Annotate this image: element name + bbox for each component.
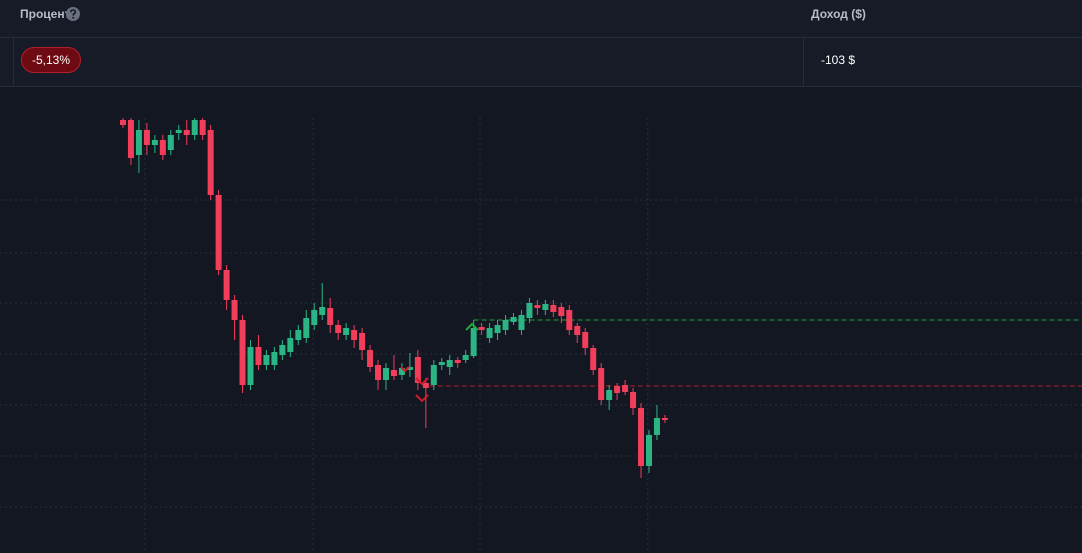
candle-body (494, 325, 501, 333)
candle-body (574, 326, 581, 335)
candle-body (614, 386, 621, 393)
candle-body (255, 347, 262, 365)
candle-body (390, 370, 397, 376)
candle-body (446, 360, 453, 367)
candle-body (558, 307, 565, 316)
candle-body (502, 320, 509, 330)
candle-body (462, 355, 469, 360)
candle-body (247, 347, 254, 385)
candle-body (191, 120, 198, 135)
candle-body (343, 328, 350, 335)
candle-body (510, 317, 517, 322)
candle-body (590, 348, 597, 370)
candle-body (606, 390, 613, 400)
candle-body (470, 328, 477, 356)
candle-body (303, 318, 310, 338)
candle-body (223, 270, 230, 300)
candle-body (542, 304, 549, 310)
candle-body (311, 310, 318, 325)
candle-body (478, 327, 485, 330)
candle-body (295, 330, 302, 340)
candle-body (119, 120, 126, 125)
candle-body (159, 140, 166, 155)
candle-body (582, 332, 589, 348)
candle-body (359, 333, 366, 350)
candle-body (167, 135, 174, 150)
candle-body (622, 385, 629, 392)
candle-body (438, 362, 445, 365)
candle-body (175, 130, 182, 133)
candle-body (486, 328, 493, 338)
candle-body (319, 307, 326, 315)
candle-body (279, 345, 286, 355)
candle-body (422, 383, 429, 388)
candle-body (151, 140, 158, 145)
income-value: -103 $ (821, 53, 856, 67)
candle-body (534, 305, 541, 308)
candle-body (215, 195, 222, 270)
candle-body (351, 330, 358, 340)
help-icon[interactable] (66, 7, 80, 21)
candle-body (263, 355, 270, 365)
candle-body (653, 418, 660, 435)
candle-body (638, 408, 645, 466)
candle-body (526, 303, 533, 318)
candle-body (566, 310, 573, 330)
candle-body (398, 368, 405, 375)
candle-body (127, 120, 134, 158)
candle-body (287, 338, 294, 352)
candle-body (135, 130, 142, 155)
table-header: Процент Доход ($) (0, 0, 1082, 38)
percent-badge: -5,13% (21, 47, 82, 73)
table-row: -5,13% -103 $ (0, 38, 1082, 87)
candle-body (518, 315, 525, 330)
candle-body (430, 365, 437, 385)
candle-body (630, 392, 637, 408)
candle-body (367, 350, 374, 367)
candle-body (271, 352, 278, 365)
candle-body (598, 368, 605, 400)
candle-body (239, 320, 246, 385)
candle-body (231, 300, 238, 320)
candle-body (143, 130, 150, 145)
candle-body (454, 360, 461, 363)
candle-body (382, 368, 389, 380)
candle-body (375, 365, 382, 380)
trade-markers (400, 322, 479, 403)
column-header: Процент (20, 7, 71, 21)
candle-body (550, 305, 557, 312)
column-header: Доход ($) (811, 7, 866, 21)
candle-body (645, 435, 652, 466)
candle-body (327, 308, 334, 325)
candle-body (183, 130, 190, 135)
candle-body (406, 367, 413, 370)
candle-body (661, 418, 668, 420)
candle-body (335, 325, 342, 333)
candle-body (414, 357, 421, 383)
candle-body (207, 130, 214, 195)
candle-body (199, 120, 206, 135)
